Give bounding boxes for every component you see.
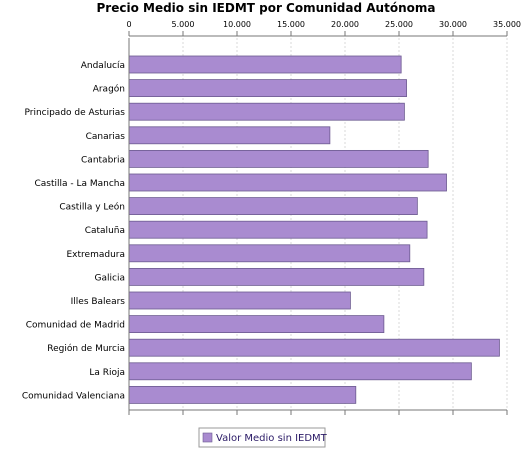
legend-label: Valor Medio sin IEDMT — [216, 433, 328, 444]
bar — [128, 291, 351, 310]
legend-box — [198, 427, 326, 448]
bar — [128, 79, 407, 97]
bar — [128, 173, 447, 192]
x-tick-label: 25.000 — [385, 20, 413, 29]
category-label: Extremadura — [67, 250, 126, 260]
bar — [128, 244, 411, 263]
category-labels: Andalucía Aragón Principado de Asturias Can… — [22, 61, 125, 401]
bars — [128, 55, 500, 404]
bar — [128, 102, 405, 121]
x-tick-label: 10.000 — [223, 20, 251, 29]
bar — [128, 126, 331, 145]
bar — [128, 197, 418, 216]
legend-swatch — [202, 432, 213, 443]
category-label: Galicia — [95, 273, 125, 283]
x-tick-label: 20.000 — [331, 20, 359, 29]
bar — [128, 338, 500, 357]
bar — [128, 55, 402, 74]
bar — [128, 220, 428, 239]
chart-title: Precio Medio sin IEDMT por Comunidad Aut… — [97, 1, 436, 15]
axes — [128, 35, 507, 411]
category-label: Comunidad de Madrid — [26, 321, 125, 331]
category-label: Comunidad Valenciana — [22, 391, 125, 401]
bar — [128, 267, 425, 286]
x-tick-label: 5.000 — [172, 20, 195, 29]
x-tick-label: 0 — [126, 20, 131, 29]
x-tick-label: 30.000 — [439, 20, 467, 29]
bar — [128, 362, 472, 381]
category-label: La Rioja — [89, 368, 125, 378]
x-tick-label: 35.000 — [493, 20, 521, 29]
category-label: Andalucía — [81, 61, 125, 71]
category-label: Cataluña — [85, 226, 125, 236]
category-label: Aragón — [93, 84, 125, 95]
category-label: Cantabria — [81, 155, 125, 165]
x-tick-label: 15.000 — [277, 20, 305, 29]
category-label: Castilla y León — [59, 202, 125, 213]
category-label: Illes Balears — [71, 297, 126, 307]
category-label: Región de Murcia — [47, 343, 125, 354]
legend: Valor Medio sin IEDMT — [198, 427, 328, 448]
bar — [128, 149, 429, 168]
category-label: Castilla - La Mancha — [34, 179, 125, 189]
category-label: Principado de Asturias — [24, 108, 125, 118]
bar — [128, 385, 357, 404]
x-axis-ticks: 0 5.000 10.000 15.000 20.000 25.000 30.000 35.0… — [126, 20, 521, 415]
bar — [128, 315, 385, 334]
category-label: Canarias — [86, 132, 126, 142]
